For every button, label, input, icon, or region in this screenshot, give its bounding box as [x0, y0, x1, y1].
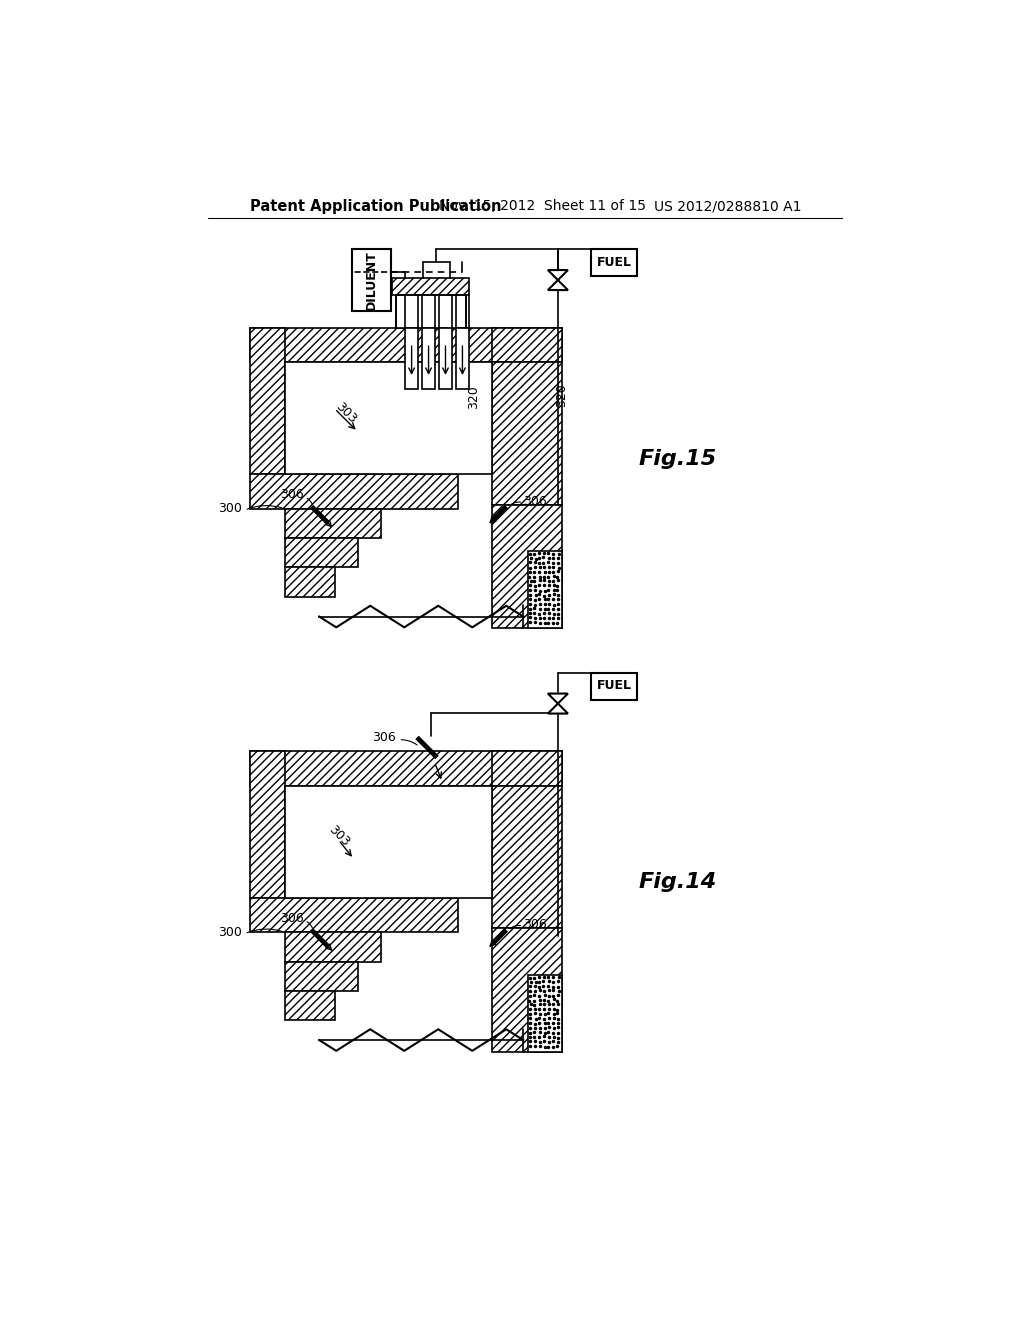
Bar [250, 898, 458, 932]
Bar [285, 508, 381, 539]
Bar [493, 785, 562, 928]
Text: 306: 306 [280, 912, 304, 925]
Text: FUEL: FUEL [597, 680, 632, 693]
Text: Patent Application Publication: Patent Application Publication [250, 198, 502, 214]
Bar [591, 249, 637, 276]
Text: 306: 306 [373, 731, 396, 744]
Bar [250, 751, 562, 785]
Text: 320: 320 [467, 385, 479, 409]
Bar [396, 294, 466, 327]
Bar [493, 327, 562, 363]
Text: 300: 300 [218, 502, 243, 515]
Polygon shape [548, 280, 568, 290]
Bar [528, 552, 562, 628]
Text: 306: 306 [280, 488, 304, 502]
Text: Nov. 15, 2012  Sheet 11 of 15: Nov. 15, 2012 Sheet 11 of 15 [438, 199, 645, 213]
Text: 303: 303 [326, 822, 351, 849]
Bar [285, 785, 493, 898]
Bar [285, 991, 335, 1020]
Bar [285, 363, 493, 474]
Polygon shape [548, 271, 568, 280]
Bar [591, 673, 637, 700]
Text: 306: 306 [523, 917, 547, 931]
Bar [493, 928, 562, 1052]
Text: Fig.14: Fig.14 [639, 873, 717, 892]
Bar [250, 327, 562, 363]
Bar [528, 974, 562, 1052]
Bar [285, 539, 357, 568]
Bar [250, 751, 285, 898]
Bar [352, 249, 391, 312]
Polygon shape [548, 693, 568, 704]
Bar [457, 327, 469, 389]
Text: 300: 300 [218, 925, 243, 939]
Bar [439, 327, 452, 389]
Bar [285, 961, 357, 991]
Bar [285, 568, 335, 597]
Text: DILUENT: DILUENT [366, 251, 378, 310]
Bar [285, 932, 381, 961]
Text: 306: 306 [523, 495, 547, 508]
Polygon shape [548, 704, 568, 714]
Text: 303: 303 [333, 400, 359, 425]
Bar [250, 474, 458, 508]
Text: FUEL: FUEL [597, 256, 632, 269]
Bar [493, 751, 562, 785]
Bar [493, 363, 562, 506]
Text: Fig.15: Fig.15 [639, 449, 717, 469]
Bar [422, 327, 435, 389]
Bar [493, 506, 562, 628]
Text: 320: 320 [555, 384, 568, 408]
Text: US 2012/0288810 A1: US 2012/0288810 A1 [654, 199, 802, 213]
Bar [392, 277, 469, 294]
Bar [250, 327, 285, 474]
Bar [406, 327, 418, 389]
